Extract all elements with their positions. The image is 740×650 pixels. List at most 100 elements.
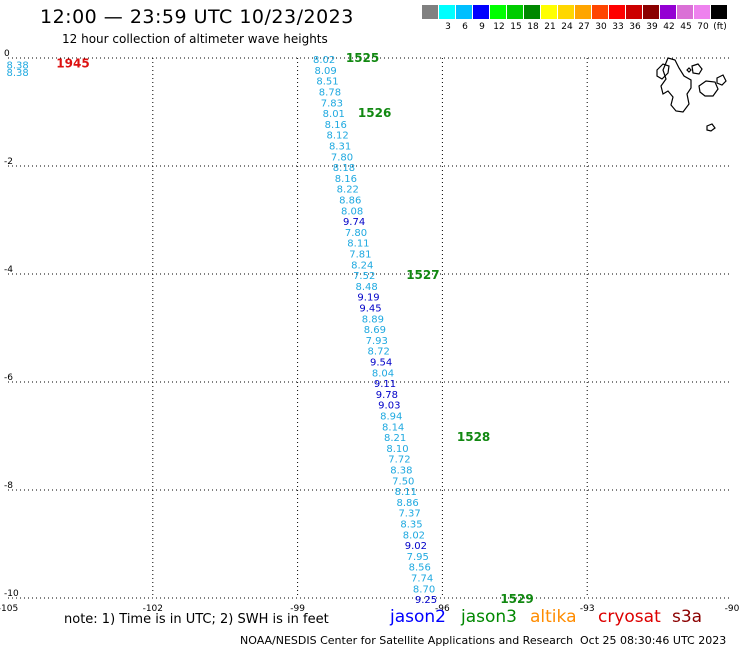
swh-value: 8.10 <box>386 444 408 455</box>
swh-value: 8.38 <box>7 60 29 71</box>
colorbar-swatch <box>439 5 456 19</box>
colorbar-label: 36 <box>629 22 641 32</box>
page-title: 12:00 — 23:59 UTC 10/23/2023 <box>40 6 354 28</box>
swh-value: 8.11 <box>395 487 417 498</box>
y-tick-label: 0 <box>4 49 10 59</box>
colorbar-label: 6 <box>462 22 468 32</box>
colorbar-swatch <box>490 5 507 19</box>
colorbar-label: 15 <box>510 22 522 32</box>
swh-value: 8.89 <box>362 314 384 325</box>
track-values: 8.028.098.518.787.838.018.168.128.317.80… <box>7 55 438 606</box>
pass-time-label: 1945 <box>56 56 89 70</box>
swh-value: 8.70 <box>413 584 435 595</box>
swh-value: 9.02 <box>405 541 427 552</box>
colorbar-swatch <box>592 5 609 19</box>
swh-value: 8.48 <box>355 282 377 293</box>
x-tick-label: -90 <box>725 604 740 614</box>
satellite-legend-jason3: jason3 <box>461 607 517 627</box>
swh-value: 8.16 <box>335 174 357 185</box>
swh-value: 8.78 <box>319 87 341 98</box>
island-santiago <box>691 63 703 75</box>
colorbar-swatch <box>626 5 643 19</box>
swh-value: 8.51 <box>316 77 338 88</box>
track-time-labels: 1525 1526 1527 1528 1529 1945 <box>56 51 533 606</box>
island-fernandina <box>656 63 670 80</box>
swh-value: 7.72 <box>388 455 410 466</box>
swh-value: 8.22 <box>337 185 359 196</box>
island-santa-cruz <box>698 80 719 97</box>
x-tick-label: -93 <box>580 604 595 614</box>
colorbar-label: 33 <box>612 22 624 32</box>
colorbar-swatch <box>541 5 558 19</box>
footer-credit: NOAA/NESDIS Center for Satellite Applica… <box>240 634 574 647</box>
colorbar-label: 30 <box>595 22 607 32</box>
y-tick-label: -2 <box>4 157 13 167</box>
colorbar-swatch <box>524 5 541 19</box>
colorbar-swatch <box>456 5 473 19</box>
island-san-cristobal <box>716 74 727 86</box>
satellite-legend-s3a: s3a <box>672 607 703 627</box>
swh-value: 7.93 <box>366 336 388 347</box>
island-isabela <box>660 57 692 113</box>
colorbar-label: 18 <box>527 22 539 32</box>
swh-value: 8.09 <box>314 66 336 77</box>
colorbar-label: 70 <box>697 22 709 32</box>
colorbar-label: 27 <box>578 22 590 32</box>
swh-value: 7.95 <box>407 552 429 563</box>
satellite-legend-altika: altika <box>530 607 577 627</box>
swh-value: 7.50 <box>392 476 414 487</box>
swh-value: 7.74 <box>411 573 433 584</box>
pass-time-label: 1525 <box>346 51 379 65</box>
swh-value: 8.56 <box>409 563 431 574</box>
colorbar-swatch <box>643 5 660 19</box>
swh-value: 8.16 <box>325 120 347 131</box>
satellite-legend-jason2: jason2 <box>390 607 446 627</box>
swh-value: 9.25 <box>415 595 437 606</box>
swh-value: 7.52 <box>353 271 375 282</box>
swh-value: 8.35 <box>400 519 422 530</box>
colorbar-swatch <box>609 5 626 19</box>
swh-value: 8.14 <box>382 422 404 433</box>
swh-value: 8.72 <box>368 347 390 358</box>
colorbar-label: 21 <box>544 22 556 32</box>
swh-value: 9.03 <box>378 401 400 412</box>
swh-value: 7.80 <box>345 228 367 239</box>
x-tick-label: -105 <box>0 604 18 614</box>
swh-value: 8.24 <box>351 260 373 271</box>
galapagos-islands <box>656 57 727 132</box>
legend-note: note: 1) Time is in UTC; 2) SWH is in fe… <box>64 612 329 627</box>
colorbar-label: 12 <box>493 22 505 32</box>
swh-value: 7.81 <box>349 249 371 260</box>
colorbar-swatch <box>558 5 575 19</box>
colorbar-swatch <box>507 5 524 19</box>
colorbar-swatch <box>711 5 728 19</box>
swh-value: 8.18 <box>333 163 355 174</box>
swh-value: 8.02 <box>313 55 335 66</box>
map-grid: -105 -102 -99 -96 -93 -90 0 -2 -4 -6 -8 -10 <box>0 49 740 614</box>
colorbar-label: 42 <box>663 22 675 32</box>
footer-timestamp: Oct 25 08:30:46 UTC 2023 <box>580 634 727 647</box>
swh-value: 9.74 <box>343 217 365 228</box>
colorbar-swatch <box>660 5 677 19</box>
y-tick-label: -10 <box>4 589 19 599</box>
y-tick-label: -8 <box>4 481 13 491</box>
swh-value: 9.45 <box>359 303 381 314</box>
colorbar-swatch <box>694 5 711 19</box>
swh-value: 8.04 <box>372 368 394 379</box>
pass-time-label: 1526 <box>358 106 391 120</box>
swh-value: 8.31 <box>329 141 351 152</box>
swh-value: 8.01 <box>323 109 345 120</box>
swh-value: 9.19 <box>357 293 379 304</box>
swh-value: 7.80 <box>331 152 353 163</box>
colorbar-label: 9 <box>479 22 485 32</box>
swh-value: 8.08 <box>341 206 363 217</box>
x-tick-label: -102 <box>143 604 163 614</box>
pass-time-label: 1527 <box>406 268 439 282</box>
colorbar-label: 45 <box>680 22 692 32</box>
swh-value: 8.86 <box>339 195 361 206</box>
swh-value: 8.86 <box>397 498 419 509</box>
swh-value: 8.11 <box>347 239 369 250</box>
colorbar-swatch <box>473 5 490 19</box>
pass-time-label: 1528 <box>457 430 490 444</box>
